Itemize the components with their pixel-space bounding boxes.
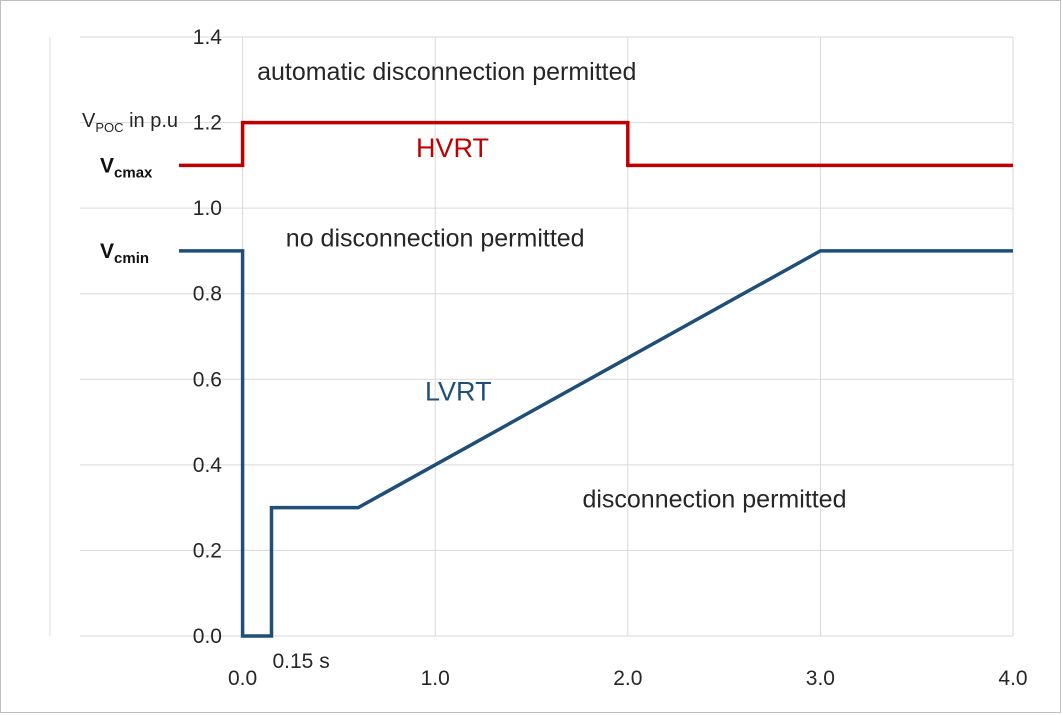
label-layer: HVRT LVRT automatic disconnection permitte… — [100, 58, 846, 514]
region-label: no disconnection permitted — [286, 225, 585, 253]
series-layer — [179, 120, 1013, 638]
x-tick-label: 0.0 — [228, 667, 257, 690]
y-tick-label: 1.0 — [193, 197, 222, 220]
region-label: automatic disconnection permitted — [257, 58, 636, 86]
y-axis-title-rest: in p.u — [124, 110, 178, 132]
y-tick-label: 0.4 — [193, 454, 223, 477]
y-axis-title-sub: POC — [95, 120, 123, 135]
x-tick-label: 4.0 — [998, 667, 1027, 690]
curve-label-hvrt: HVRT — [416, 133, 489, 163]
x-tick-label: 3.0 — [806, 667, 835, 690]
series-hvrt-line — [179, 120, 1013, 168]
y-tick-label: 0.0 — [193, 625, 222, 648]
reference-level-label-cmin: Vcmin — [100, 240, 149, 267]
region-label: disconnection permitted — [582, 486, 846, 514]
y-tick-label: 0.6 — [193, 368, 222, 391]
y-tick-label: 1.2 — [193, 112, 222, 135]
x-tick-label: 1.0 — [421, 667, 450, 690]
y-axis-title-main: V — [82, 110, 96, 132]
y-tick-label: 0.8 — [193, 283, 222, 306]
reference-level-label-cmax: Vcmax — [100, 154, 153, 181]
y-tick-label: 0.2 — [193, 539, 222, 562]
y-tick-label: 1.4 — [193, 26, 223, 49]
x-tick-label: 2.0 — [613, 667, 642, 690]
series-lvrt-line — [179, 249, 1013, 638]
tick-labels: 0.0 0.2 0.4 0.6 0.8 1.0 1.2 1.4 0.0 1.0 2.0 3.0 4.0 0… — [193, 26, 1028, 690]
curve-label-lvrt: LVRT — [425, 377, 492, 407]
y-axis-title: VPOC in p.u — [82, 110, 178, 135]
x-annotation-label: 0.15 s — [272, 650, 329, 673]
